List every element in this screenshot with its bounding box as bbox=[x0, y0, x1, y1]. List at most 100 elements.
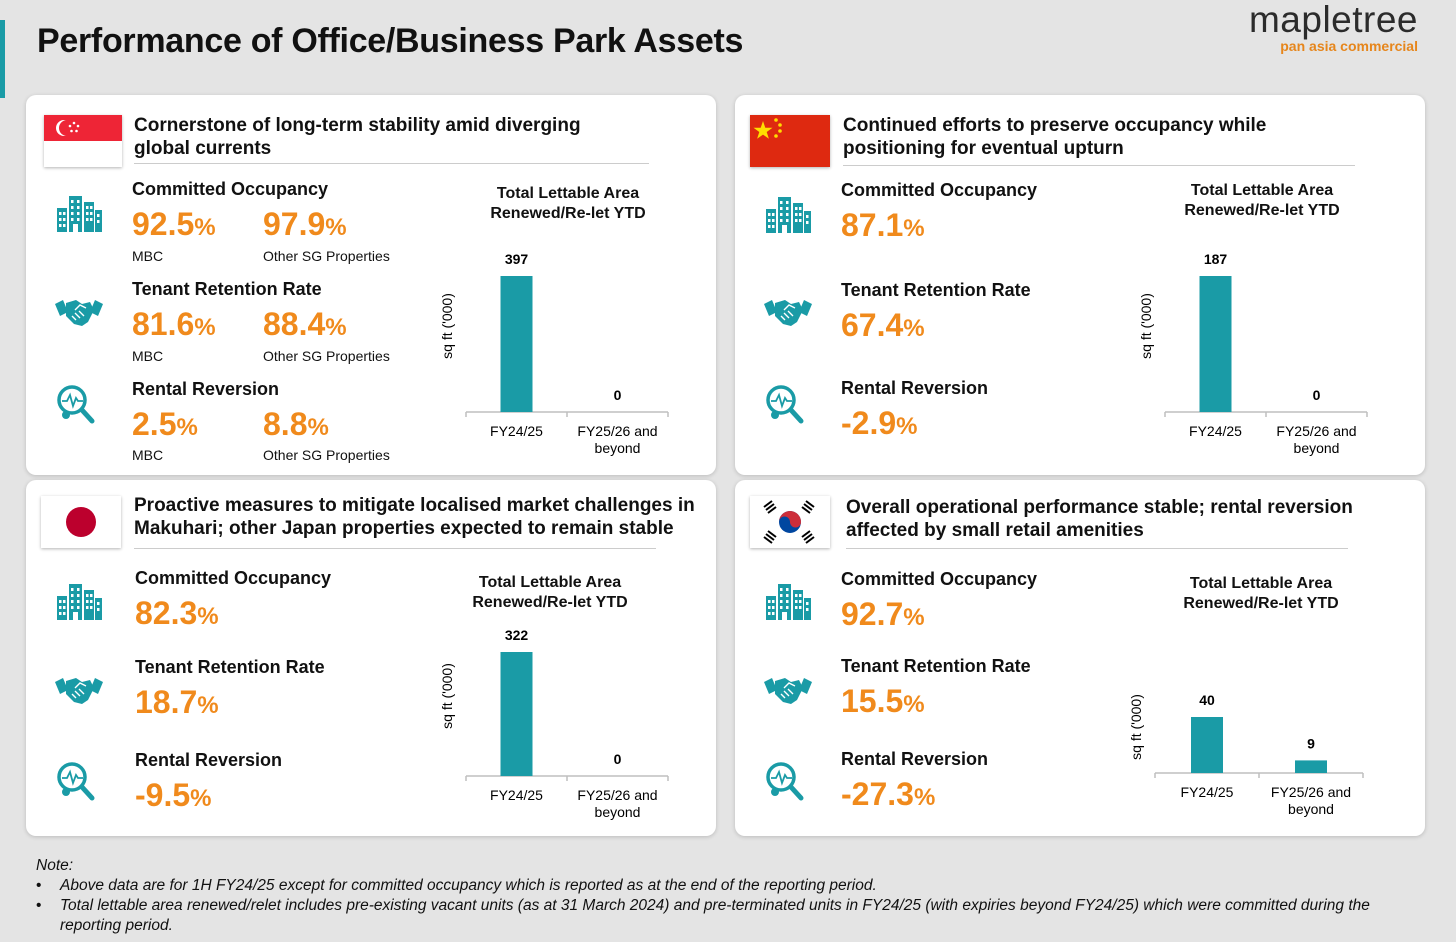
chart-title: Total Lettable Area Renewed/Re-let YTD bbox=[1183, 575, 1339, 612]
chart-title: Total Lettable Area Renewed/Re-let YTD bbox=[1184, 182, 1340, 219]
metric-tenant-retention: Tenant Retention Rate 15.5% bbox=[841, 656, 1081, 723]
building-icon bbox=[763, 191, 813, 237]
metric-label: Committed Occupancy bbox=[841, 180, 1038, 200]
x-tick-label: FY25/26 and bbox=[577, 787, 657, 803]
metric-sublabel: Other SG Properties bbox=[263, 348, 390, 364]
note-item: Above data are for 1H FY24/25 except for… bbox=[36, 876, 1421, 896]
metric-value: -2.9% bbox=[841, 405, 918, 441]
chart-title: Total Lettable Area Renewed/Re-let YTD bbox=[472, 574, 628, 611]
metric-sublabel: MBC bbox=[132, 447, 164, 463]
x-tick-label: FY24/25 bbox=[490, 423, 543, 439]
metric-value: 82.3% bbox=[135, 595, 219, 631]
metric-value: 15.5% bbox=[841, 683, 925, 719]
y-axis-label: sq ft ('000) bbox=[439, 663, 455, 729]
metric-value: 18.7% bbox=[135, 684, 219, 720]
metric-value: 92.7% bbox=[841, 596, 925, 632]
metric-label: Rental Reversion bbox=[841, 749, 989, 769]
metric-value: 97.9% bbox=[263, 206, 347, 242]
metric-label: Rental Reversion bbox=[841, 378, 989, 398]
magnifier-chart-icon bbox=[763, 383, 813, 429]
metric-label: Tenant Retention Rate bbox=[132, 279, 322, 299]
metric-value: 2.5% bbox=[132, 406, 198, 442]
handshake-icon bbox=[763, 668, 813, 714]
building-icon bbox=[54, 190, 104, 236]
metric-rental-reversion: Rental Reversion -27.3% bbox=[841, 749, 1081, 816]
bar bbox=[1199, 276, 1232, 412]
bar-chart: sq ft ('000) 40 FY24/25 9 FY25/26 and beyond bbox=[1125, 650, 1385, 830]
metric-value: 67.4% bbox=[841, 307, 925, 343]
chart-title: Total Lettable Area Renewed/Re-let YTD bbox=[490, 185, 646, 222]
data-label: 0 bbox=[614, 751, 622, 767]
metric-value: 87.1% bbox=[841, 207, 925, 243]
y-axis-label: sq ft ('000) bbox=[1138, 293, 1154, 359]
bar bbox=[500, 652, 533, 776]
metric-tenant-retention: Tenant Retention Rate 81.6% 88.4% MBC Ot… bbox=[132, 279, 432, 364]
logo-sub-text: pan asia commercial bbox=[1280, 38, 1418, 54]
handshake-icon bbox=[763, 290, 813, 336]
heading-rule bbox=[134, 163, 649, 164]
logo-main-text: mapletree bbox=[1248, 0, 1418, 40]
heading-rule bbox=[134, 548, 656, 549]
footnote: Note: Above data are for 1H FY24/25 exce… bbox=[36, 856, 1421, 936]
building-icon bbox=[763, 578, 813, 624]
x-tick-label: FY25/26 and bbox=[1271, 784, 1351, 800]
x-tick-label: FY25/26 and bbox=[577, 423, 657, 439]
x-tick-label: beyond bbox=[1288, 801, 1334, 817]
data-label: 397 bbox=[505, 251, 529, 267]
metric-value: -27.3% bbox=[841, 776, 936, 812]
singapore-flag-icon bbox=[44, 115, 122, 167]
building-icon bbox=[54, 578, 104, 624]
x-tick-label: beyond bbox=[1294, 440, 1340, 456]
metric-committed-occupancy: Committed Occupancy 87.1% bbox=[841, 180, 1081, 247]
x-tick-label: FY25/26 and bbox=[1276, 423, 1356, 439]
metric-rental-reversion: Rental Reversion -2.9% bbox=[841, 378, 1081, 445]
data-label: 9 bbox=[1307, 735, 1315, 751]
x-tick-label: FY24/25 bbox=[1189, 423, 1242, 439]
china-flag-icon bbox=[750, 115, 830, 167]
metric-rental-reversion: Rental Reversion 2.5% 8.8% MBC Other SG … bbox=[132, 379, 432, 463]
metric-label: Committed Occupancy bbox=[841, 569, 1038, 589]
metric-sublabel: Other SG Properties bbox=[263, 447, 390, 463]
heading-rule bbox=[843, 165, 1355, 166]
bar-chart: sq ft ('000) 397 FY24/25 0 FY25/26 and beyond bbox=[436, 240, 696, 470]
y-axis-label: sq ft ('000) bbox=[1128, 694, 1144, 760]
metric-sublabel: Other SG Properties bbox=[263, 248, 390, 264]
data-label: 0 bbox=[1313, 387, 1321, 403]
metric-tenant-retention: Tenant Retention Rate 67.4% bbox=[841, 280, 1081, 347]
metric-tenant-retention: Tenant Retention Rate 18.7% bbox=[135, 657, 375, 724]
title-accent-bar bbox=[0, 20, 5, 98]
panel-china: Continued efforts to preserve occupancy … bbox=[735, 95, 1425, 475]
mapletree-logo: mapletree pan asia commercial bbox=[1249, 0, 1418, 54]
heading-rule bbox=[846, 548, 1348, 549]
data-label: 322 bbox=[505, 627, 529, 643]
panel-heading: Proactive measures to mitigate localised… bbox=[134, 495, 695, 539]
magnifier-chart-icon bbox=[763, 760, 813, 806]
note-item: Total lettable area renewed/relet includ… bbox=[36, 896, 1421, 936]
panel-singapore: Cornerstone of long-term stability amid … bbox=[26, 95, 716, 475]
bar-chart: sq ft ('000) 322 FY24/25 0 FY25/26 and beyond bbox=[436, 627, 696, 830]
metric-value: 88.4% bbox=[263, 306, 347, 342]
magnifier-chart-icon bbox=[54, 760, 104, 806]
x-tick-label: FY24/25 bbox=[1181, 784, 1234, 800]
metric-label: Committed Occupancy bbox=[132, 179, 329, 199]
metric-label: Rental Reversion bbox=[132, 379, 280, 399]
magnifier-chart-icon bbox=[54, 383, 104, 429]
bar bbox=[1191, 717, 1223, 773]
panel-heading: Cornerstone of long-term stability amid … bbox=[134, 115, 581, 159]
metric-value: 81.6% bbox=[132, 306, 216, 342]
metric-label: Committed Occupancy bbox=[135, 568, 332, 588]
panel-south-korea: Overall operational performance stable; … bbox=[735, 480, 1425, 836]
panel-japan: Proactive measures to mitigate localised… bbox=[26, 480, 716, 836]
metric-committed-occupancy: Committed Occupancy 92.7% bbox=[841, 569, 1081, 636]
note-title: Note: bbox=[36, 857, 74, 874]
panel-heading: Overall operational performance stable; … bbox=[846, 497, 1353, 541]
south-korea-flag-icon bbox=[750, 496, 830, 548]
metric-value: 8.8% bbox=[263, 406, 329, 442]
handshake-icon bbox=[54, 668, 104, 714]
metric-committed-occupancy: Committed Occupancy 92.5% 97.9% MBC Othe… bbox=[132, 179, 432, 264]
metric-sublabel: MBC bbox=[132, 248, 164, 264]
note-list: Above data are for 1H FY24/25 except for… bbox=[36, 876, 1421, 936]
page-title: Performance of Office/Business Park Asse… bbox=[37, 22, 744, 60]
x-tick-label: beyond bbox=[595, 804, 641, 820]
metric-label: Tenant Retention Rate bbox=[841, 656, 1031, 676]
